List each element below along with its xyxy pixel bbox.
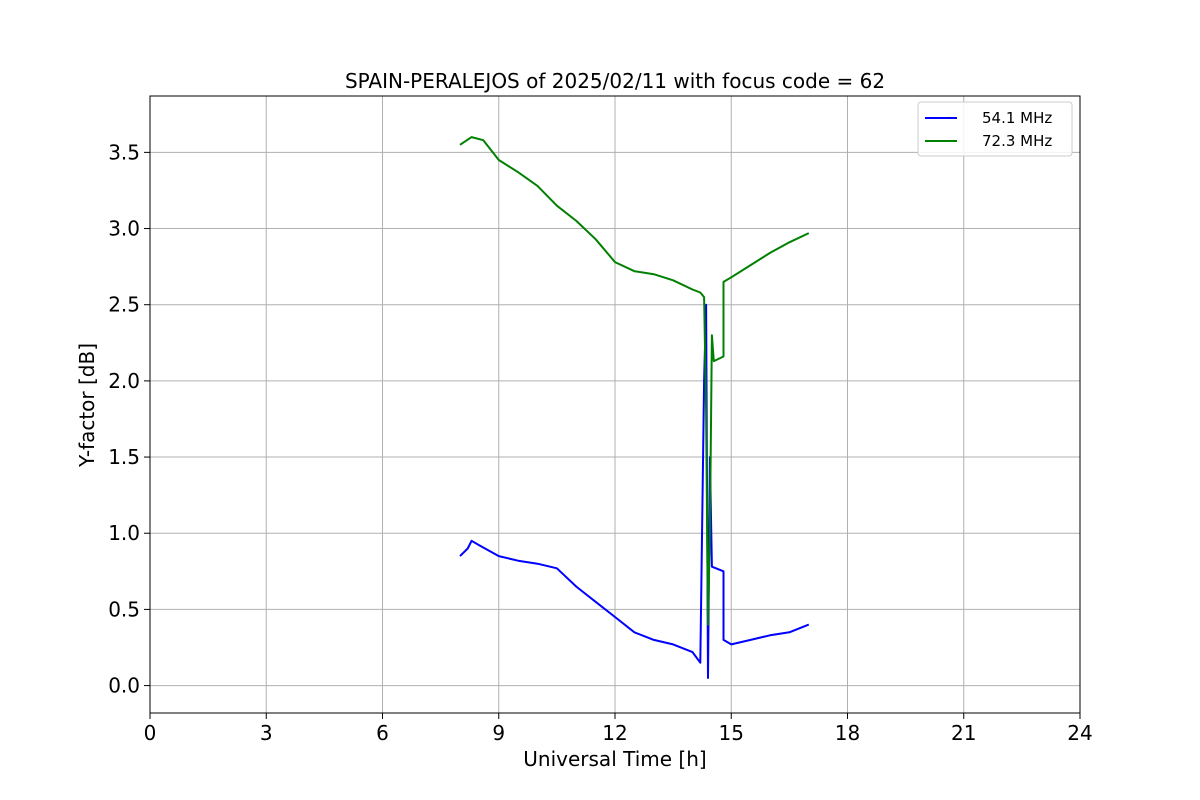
axis-ticks: 0 3 6 9 12 15 18 21 24 0.0 0.5 1.0 1.5 2.0 2.5 3.0 3.5 — [108, 140, 1093, 745]
x-tick-label: 24 — [1067, 721, 1092, 745]
y-tick-label: 2.0 — [108, 369, 140, 393]
y-axis-title: Y-factor [dB] — [75, 343, 99, 468]
legend-box — [917, 101, 1073, 157]
legend-label-series-1: 54.1 MHz — [982, 109, 1052, 127]
y-tick-label: 3.0 — [108, 217, 140, 241]
x-tick-label: 0 — [144, 721, 157, 745]
y-tick-label: 3.5 — [108, 140, 140, 164]
series-line-2 — [459, 136, 810, 626]
y-tick-label: 2.5 — [108, 293, 140, 317]
x-tick-label: 6 — [376, 721, 389, 745]
x-tick-label: 21 — [951, 721, 976, 745]
series-line-1 — [459, 303, 810, 679]
x-tick-label: 18 — [835, 721, 860, 745]
y-tick-label: 1.5 — [108, 445, 140, 469]
y-tick-label: 0.0 — [108, 674, 140, 698]
legend-label-series-2: 72.3 MHz — [982, 132, 1052, 150]
x-tick-label: 3 — [260, 721, 273, 745]
x-tick-label: 15 — [719, 721, 744, 745]
y-tick-label: 1.0 — [108, 521, 140, 545]
y-tick-label: 0.5 — [108, 597, 140, 621]
series-layer — [459, 136, 810, 679]
x-tick-label: 12 — [602, 721, 627, 745]
x-axis-title: Universal Time [h] — [523, 747, 706, 771]
legend: 54.1 MHz 72.3 MHz — [917, 101, 1073, 157]
x-tick-label: 9 — [492, 721, 505, 745]
chart-title: SPAIN-PERALEJOS of 2025/02/11 with focus… — [345, 69, 885, 93]
